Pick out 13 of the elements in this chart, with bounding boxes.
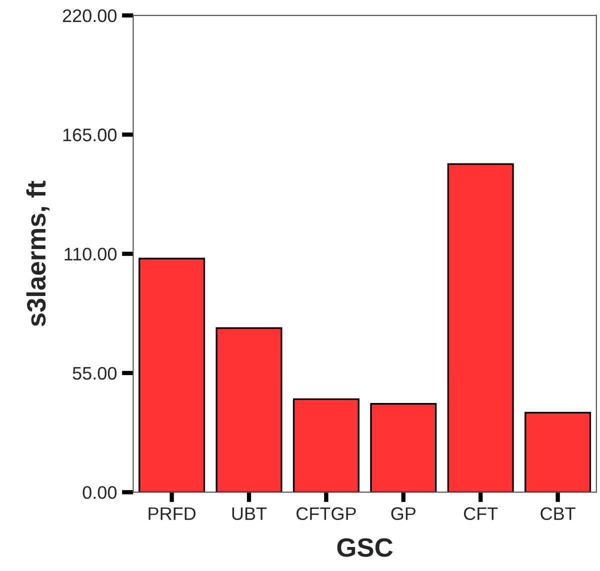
y-tick-label: 55.00 bbox=[72, 366, 117, 380]
x-tick-label: CBT bbox=[540, 507, 576, 520]
y-tick-label: 0.00 bbox=[82, 486, 117, 499]
x-axis-title: GSC bbox=[337, 538, 393, 557]
x-tick-label: CFTGP bbox=[296, 507, 356, 520]
x-tick-label: PRFD bbox=[148, 507, 196, 520]
x-tick-label: GP bbox=[391, 507, 416, 520]
y-axis-title: s3laerms, ft bbox=[26, 180, 50, 326]
x-tick-label: UBT bbox=[232, 507, 267, 520]
y-tick-label: 220.00 bbox=[62, 9, 117, 22]
y-tick-label: 165.00 bbox=[63, 128, 117, 142]
y-tick-label: 110.00 bbox=[64, 248, 117, 261]
x-tick-label: CFT bbox=[464, 507, 498, 520]
